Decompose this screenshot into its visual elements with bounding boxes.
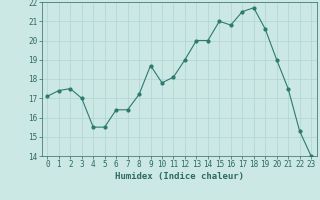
X-axis label: Humidex (Indice chaleur): Humidex (Indice chaleur)	[115, 172, 244, 181]
